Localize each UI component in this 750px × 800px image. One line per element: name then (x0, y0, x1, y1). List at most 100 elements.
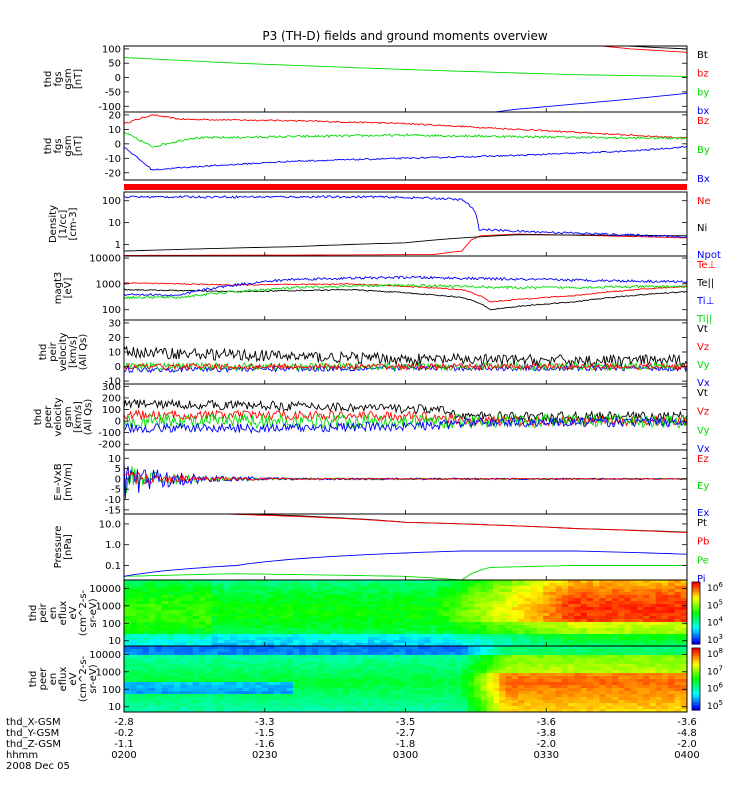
series-Vt (124, 398, 687, 423)
heatmap-cell (618, 580, 626, 584)
heatmap-cell (180, 628, 188, 632)
heatmap-cell (405, 622, 413, 626)
heatmap-cell (630, 595, 638, 599)
heatmap-cell (443, 625, 450, 629)
heatmap-cell (374, 640, 382, 644)
heatmap-cell (580, 658, 588, 662)
heatmap-cell (424, 628, 432, 632)
heatmap-cell (662, 688, 669, 692)
heatmap-cell (474, 697, 482, 701)
heatmap-cell (443, 676, 450, 680)
panel-p8 (123, 513, 688, 581)
heatmap-cell (524, 655, 532, 659)
legend-Pe: Pe (697, 555, 709, 566)
heatmap-cell (211, 706, 219, 710)
xaxis-value: 0330 (534, 750, 559, 761)
heatmap-cell (124, 583, 131, 587)
heatmap-cell (230, 607, 238, 611)
heatmap-cell (274, 601, 281, 605)
heatmap-cell (136, 643, 144, 646)
heatmap-cell (580, 664, 588, 668)
heatmap-cell (486, 601, 494, 605)
heatmap-cell (449, 676, 457, 680)
heatmap-cell (361, 592, 369, 596)
heatmap-cell (643, 673, 651, 677)
legend-Ti||: Ti|| (696, 314, 712, 325)
heatmap-cell (292, 670, 300, 674)
heatmap-cell (480, 622, 488, 626)
heatmap-cell (355, 655, 363, 659)
heatmap-cell (611, 613, 619, 617)
heatmap-cell (630, 583, 638, 587)
heatmap-cell (205, 598, 213, 602)
heatmap-cell (668, 682, 676, 686)
heatmap-cell (149, 706, 156, 710)
ytick-label: 20 (108, 333, 121, 344)
heatmap-cell (286, 643, 294, 646)
heatmap-cell (267, 664, 275, 668)
heatmap-cell (324, 688, 332, 692)
heatmap-cell (493, 706, 500, 710)
heatmap-cell (224, 589, 231, 593)
heatmap-cell (461, 616, 469, 620)
heatmap-cell (424, 643, 432, 646)
heatmap-cell (624, 619, 632, 623)
heatmap-cell (468, 697, 475, 701)
heatmap-cell (211, 682, 219, 686)
heatmap-cell (130, 673, 138, 677)
heatmap-cell (324, 601, 332, 605)
heatmap-cell (461, 670, 469, 674)
heatmap-cell (549, 646, 557, 650)
heatmap-cell (593, 616, 601, 620)
heatmap-cell (267, 688, 275, 692)
heatmap-cell (411, 616, 419, 620)
heatmap-cell (668, 634, 676, 638)
heatmap-cell (311, 670, 319, 674)
heatmap-cell (205, 694, 213, 698)
heatmap-cell (605, 622, 613, 626)
colorbar-swatch (692, 605, 700, 609)
heatmap-cell (155, 673, 163, 677)
heatmap-cell (149, 682, 156, 686)
heatmap-cell (536, 628, 544, 632)
heatmap-cell (130, 598, 138, 602)
heatmap-cell (349, 658, 357, 662)
ytick-label: -100 (98, 102, 121, 113)
heatmap-cell (236, 673, 244, 677)
heatmap-cell (549, 604, 557, 608)
heatmap-cell (618, 607, 626, 611)
heatmap-cell (267, 649, 275, 653)
heatmap-cell (242, 652, 250, 656)
heatmap-cell (217, 583, 225, 587)
heatmap-cell (317, 601, 325, 605)
heatmap-cell (380, 616, 388, 620)
heatmap-cell (543, 661, 550, 665)
heatmap-cell (336, 667, 344, 671)
heatmap-cell (280, 580, 288, 584)
heatmap-cell (618, 628, 626, 632)
colorbar-swatch (692, 673, 700, 677)
heatmap-cell (149, 619, 156, 623)
heatmap-cell (436, 700, 444, 704)
heatmap-cell (149, 634, 156, 638)
heatmap-cell (624, 628, 632, 632)
heatmap-cell (386, 589, 394, 593)
heatmap-cell (461, 649, 469, 653)
heatmap-cell (149, 607, 156, 611)
heatmap-cell (292, 613, 300, 617)
heatmap-cell (368, 661, 375, 665)
heatmap-cell (630, 670, 638, 674)
heatmap-cell (455, 610, 463, 614)
heatmap-cell (524, 583, 532, 587)
heatmap-cell (599, 682, 607, 686)
heatmap-cell (549, 622, 557, 626)
heatmap-cell (180, 706, 188, 710)
heatmap-cell (393, 601, 400, 605)
ylabel-line: fgs (53, 71, 64, 86)
heatmap-cell (361, 706, 369, 710)
heatmap-cell (305, 634, 313, 638)
heatmap-cell (405, 658, 413, 662)
heatmap-cell (524, 637, 532, 641)
heatmap-cell (205, 637, 213, 641)
